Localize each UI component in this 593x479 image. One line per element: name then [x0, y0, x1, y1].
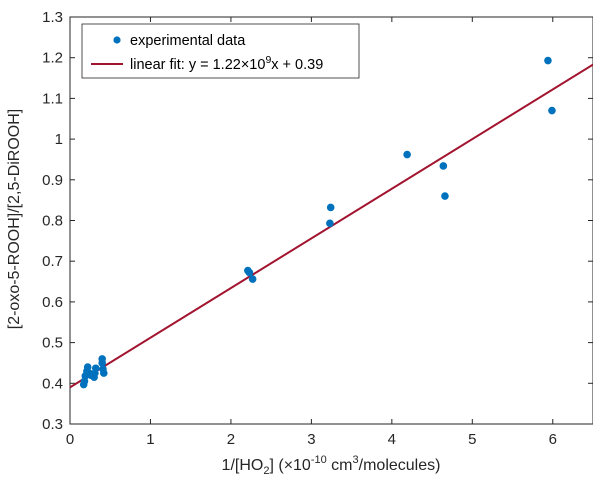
- y-tick-label: 1.1: [42, 90, 63, 107]
- legend-fit-exp: 9: [265, 54, 271, 66]
- x-tick-label: 4: [388, 431, 396, 448]
- y-axis-label: [2-oxo-5-ROOH]/[2,5-DiROOH]: [6, 109, 23, 329]
- legend: experimental data linear fit: y = 1.22×1…: [81, 23, 360, 79]
- x-tick-label: 3: [307, 431, 315, 448]
- data-point: [548, 106, 556, 115]
- data-point: [326, 219, 334, 228]
- legend-fit-prefix: linear fit: y = 1.22: [130, 57, 241, 73]
- y-tick-label: 1: [55, 131, 63, 148]
- x-axis-ticks: 0 1 2 3 4 5 6: [66, 17, 557, 448]
- y-tick-label: 0.6: [42, 294, 63, 311]
- y-tick-label: 0.8: [42, 213, 63, 230]
- x-axis-label-middle2: cm: [327, 457, 353, 474]
- x-axis-label-suffix: /molecules): [359, 457, 441, 474]
- x-axis-label-exp2: 3: [353, 454, 359, 466]
- legend-fit-times: ×: [241, 57, 249, 73]
- data-point: [403, 150, 411, 159]
- y-tick-label: 0.5: [42, 335, 63, 352]
- data-point: [99, 369, 108, 377]
- data-point: [544, 56, 552, 65]
- x-axis-label-sub: 2: [263, 465, 269, 477]
- x-axis-label: 1/[HO2] (×10-10 cm3/molecules): [222, 454, 441, 477]
- data-point: [98, 359, 106, 367]
- y-tick-label: 0.9: [42, 172, 63, 189]
- legend-fit-suffix: x + 0.39: [271, 57, 323, 73]
- x-tick-label: 0: [66, 431, 74, 448]
- legend-label-experimental: experimental data: [130, 33, 246, 49]
- y-tick-label: 1.2: [42, 50, 63, 67]
- data-point: [248, 275, 257, 283]
- x-tick-label: 5: [468, 431, 476, 448]
- x-axis-label-prefix: 1/[HO: [222, 457, 264, 474]
- data-point: [245, 268, 254, 277]
- x-axis-label-middle: ] (×10: [269, 457, 310, 474]
- x-tick-label: 1: [146, 431, 154, 448]
- y-tick-label: 0.3: [42, 416, 63, 433]
- y-tick-label: 0.7: [42, 253, 63, 270]
- legend-label-fit: linear fit: y = 1.22×109x + 0.39: [130, 54, 323, 73]
- y-axis-ticks: 0.3 0.4 0.5 0.6 0.7 0.8 0.9 1 1.1 1.2 1.3: [42, 9, 593, 433]
- legend-box: [81, 23, 360, 79]
- legend-marker-experimental: [113, 36, 121, 44]
- x-tick-label: 6: [549, 431, 557, 448]
- data-point: [83, 363, 92, 371]
- x-axis-label-exp: -10: [311, 454, 327, 466]
- data-point: [439, 162, 448, 170]
- data-point: [91, 364, 100, 373]
- y-tick-label: 0.4: [42, 375, 63, 392]
- x-tick-label: 2: [227, 431, 235, 448]
- data-point: [326, 203, 335, 212]
- legend-fit-base: 10: [249, 57, 265, 73]
- data-point: [441, 192, 449, 200]
- data-points-layer: [79, 56, 556, 389]
- y-tick-label: 1.3: [42, 9, 63, 26]
